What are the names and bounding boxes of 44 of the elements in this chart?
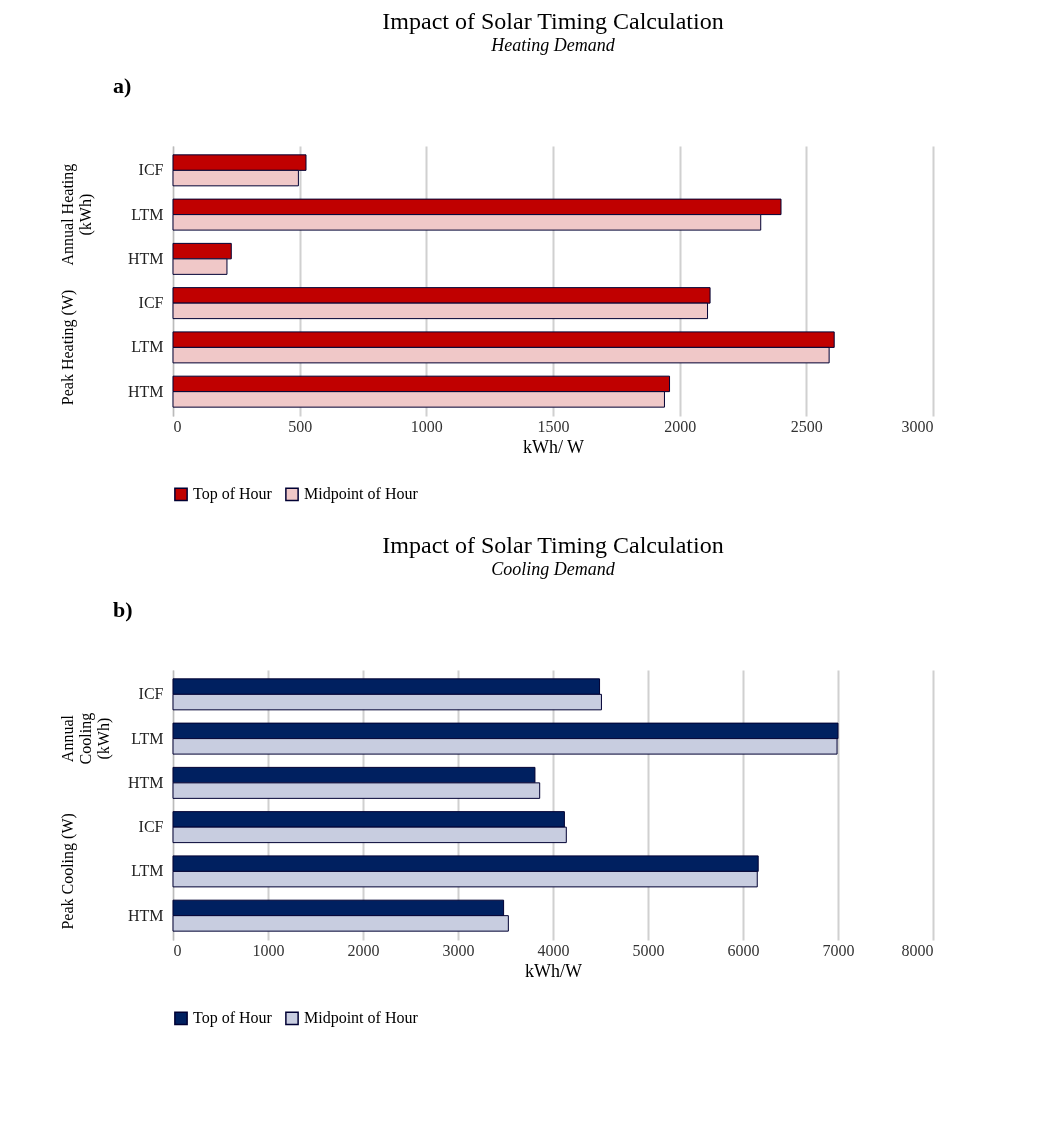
x-tick-label: 5000	[632, 941, 665, 959]
x-tick-label: 3000	[442, 941, 475, 959]
legend-label: Midpoint of Hour	[304, 485, 419, 504]
y-tick-label: HTM	[127, 773, 164, 791]
x-tick-label: 1500	[537, 417, 570, 435]
x-tick-label: 8000	[901, 941, 934, 959]
text: b)	[113, 597, 133, 622]
text: Peak Cooling (W)	[59, 813, 77, 930]
legend-label: Top of Hour	[193, 1009, 273, 1028]
text: a)	[113, 73, 132, 98]
x-tick-label: 1000	[252, 941, 285, 959]
x-tick-label: 0	[173, 417, 182, 435]
y-tick-label: ICF	[138, 294, 164, 312]
text: Peak Heating (W)	[59, 289, 77, 406]
chart-subtitle: Heating Demand	[490, 35, 616, 55]
y-tick-label: HTM	[127, 249, 164, 267]
x-tick-label: 2500	[790, 417, 823, 435]
x-tick-label: 1000	[410, 417, 443, 435]
x-tick-label: 2000	[664, 417, 697, 435]
y-tick-label: ICF	[138, 161, 164, 179]
x-tick-label: 3000	[901, 417, 934, 435]
y-tick-label: ICF	[138, 685, 164, 703]
text: Annual Heating (kWh)	[59, 163, 95, 266]
x-axis-title: kWh/W	[525, 960, 582, 981]
y-tick-label: ICF	[138, 818, 164, 836]
x-tick-label: 0	[173, 941, 182, 959]
y-tick-label: LTM	[131, 862, 164, 880]
y-tick-label: LTM	[131, 205, 164, 223]
chart-title: Impact of Solar Timing Calculation	[382, 8, 724, 34]
x-tick-label: 500	[288, 417, 313, 435]
x-tick-label: 2000	[347, 941, 380, 959]
legend-label: Midpoint of Hour	[304, 1009, 419, 1028]
chart-subtitle: Cooling Demand	[491, 559, 616, 579]
y-tick-label: HTM	[127, 382, 164, 400]
chart-title: Impact of Solar Timing Calculation	[382, 532, 724, 558]
y-tick-label: LTM	[131, 729, 164, 747]
text: Annual Cooling (kWh)	[59, 712, 113, 765]
x-tick-label: 4000	[537, 941, 570, 959]
x-tick-label: 6000	[727, 941, 760, 959]
x-axis-title: kWh/ W	[522, 436, 585, 457]
x-tick-label: 7000	[822, 941, 855, 959]
y-tick-label: HTM	[127, 906, 164, 924]
legend-label: Top of Hour	[193, 485, 273, 504]
y-tick-label: LTM	[131, 338, 164, 356]
